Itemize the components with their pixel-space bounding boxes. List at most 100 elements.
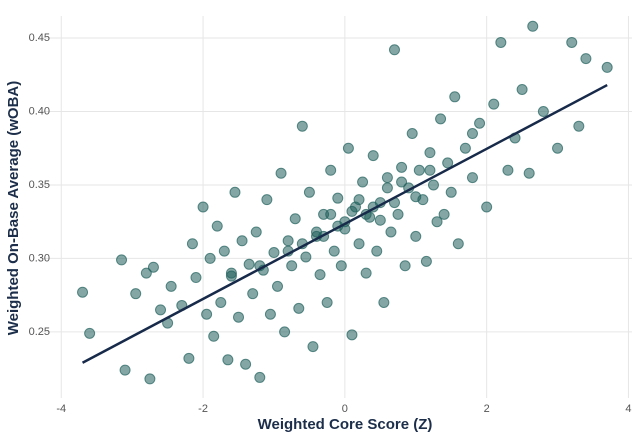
x-axis-label: Weighted Core Score (Z)	[258, 416, 433, 433]
point	[335, 260, 347, 272]
point	[264, 308, 276, 320]
point	[420, 255, 432, 267]
point	[388, 44, 400, 56]
point	[527, 20, 539, 32]
point	[481, 201, 493, 213]
point	[452, 238, 464, 250]
point	[247, 288, 259, 300]
point	[346, 205, 358, 217]
point	[307, 341, 319, 353]
point	[385, 226, 397, 238]
point	[275, 167, 287, 179]
point	[116, 254, 128, 266]
point	[321, 297, 333, 308]
point	[406, 128, 418, 140]
point	[204, 252, 216, 264]
point	[254, 371, 266, 383]
point	[474, 117, 486, 129]
point	[165, 280, 177, 292]
point	[353, 194, 365, 206]
point	[371, 245, 383, 257]
point	[413, 164, 425, 176]
point	[250, 226, 262, 238]
point	[502, 164, 514, 176]
point	[523, 167, 535, 179]
point	[580, 53, 592, 65]
point	[396, 161, 408, 173]
point	[222, 354, 234, 366]
y-tick-label: 0.40	[29, 105, 50, 117]
point	[296, 120, 308, 132]
point	[537, 106, 549, 117]
point	[516, 83, 528, 95]
point	[119, 364, 131, 376]
point	[144, 373, 156, 385]
point	[466, 172, 478, 184]
point	[268, 247, 280, 259]
point	[552, 142, 564, 154]
point	[325, 208, 337, 220]
point	[601, 61, 613, 73]
point	[399, 260, 411, 272]
point	[353, 238, 365, 250]
point	[130, 288, 142, 300]
x-tick-label: 4	[625, 403, 631, 415]
x-tick-label: -2	[198, 403, 208, 415]
point	[218, 245, 230, 257]
point	[314, 269, 326, 281]
point	[300, 251, 312, 263]
point	[243, 258, 255, 270]
point	[378, 297, 390, 308]
point	[211, 220, 223, 232]
point	[233, 311, 245, 323]
point	[573, 120, 585, 132]
point	[240, 358, 252, 370]
point	[332, 192, 344, 204]
point	[186, 238, 198, 250]
point	[279, 326, 291, 338]
x-tick-label: -4	[56, 403, 66, 415]
point	[392, 208, 404, 220]
point	[449, 91, 461, 103]
x-tick-label: 0	[342, 403, 348, 415]
point	[225, 267, 237, 279]
point	[488, 98, 500, 110]
point	[427, 179, 439, 191]
x-tick-label: 2	[484, 403, 490, 415]
point	[289, 213, 301, 225]
point	[147, 261, 159, 273]
point	[190, 272, 202, 284]
point	[360, 267, 372, 279]
y-tick-label: 0.35	[29, 179, 50, 191]
point	[140, 267, 152, 279]
y-tick-label: 0.45	[29, 32, 50, 44]
point	[236, 235, 248, 247]
point	[325, 164, 337, 176]
point	[566, 36, 578, 48]
point	[215, 297, 227, 308]
point	[229, 186, 241, 198]
point	[282, 235, 294, 247]
point	[466, 128, 478, 140]
point	[445, 186, 457, 198]
point	[374, 214, 386, 226]
point	[208, 330, 220, 342]
point	[183, 352, 195, 364]
point	[155, 304, 167, 316]
point	[410, 191, 422, 203]
point	[438, 208, 450, 220]
point	[424, 147, 436, 159]
point	[197, 201, 209, 213]
point	[442, 157, 454, 169]
point	[410, 230, 422, 242]
point	[84, 327, 96, 339]
point	[272, 280, 284, 292]
point	[431, 216, 443, 228]
point	[459, 142, 471, 154]
point	[342, 142, 354, 154]
point	[435, 113, 447, 125]
point	[328, 245, 340, 257]
point	[424, 164, 436, 176]
y-tick-label: 0.30	[29, 252, 50, 264]
